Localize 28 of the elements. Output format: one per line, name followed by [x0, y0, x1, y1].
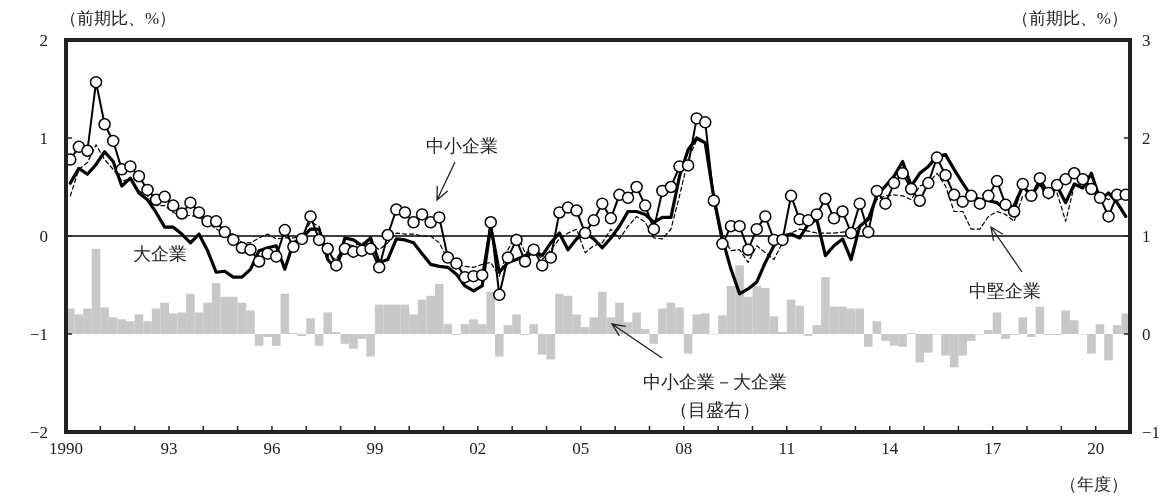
y2-tick-label: 3 [1142, 31, 1151, 50]
x-tick-label: 20 [1087, 439, 1105, 458]
y-tick-label: −1 [29, 325, 48, 344]
x-axis-title: （年度） [1060, 475, 1128, 494]
series-label: 中小企業－大企業（目盛右） [643, 372, 787, 420]
text: 中小企業 [426, 136, 498, 156]
x-tick-label: 05 [572, 439, 590, 458]
y-tick-label: 2 [39, 31, 48, 50]
y2-tick-label: 0 [1142, 325, 1151, 344]
x-tick-label: 99 [366, 439, 384, 458]
x-tick-label: 02 [469, 439, 487, 458]
y2-axis-title: （前期比、%） [1011, 9, 1128, 28]
x-tick-label: 11 [778, 439, 795, 458]
y2-tick-label: −1 [1142, 423, 1161, 442]
y-axis-title: （前期比、%） [60, 9, 177, 28]
text: 中堅企業 [969, 281, 1041, 301]
x-tick-label: 08 [675, 439, 693, 458]
x-tick-label: 96 [263, 439, 281, 458]
x-tick-label: 1990 [49, 439, 83, 458]
x-tick-label: 93 [160, 439, 178, 458]
y2-tick-label: 1 [1142, 227, 1151, 246]
y-tick-label: 1 [39, 129, 48, 148]
y2-tick-label: 2 [1142, 129, 1151, 148]
y-tick-label: −2 [29, 423, 48, 442]
series-label: 大企業 [133, 244, 187, 264]
y-tick-label: 0 [39, 227, 48, 246]
x-tick-label: 14 [881, 439, 899, 458]
x-tick-label: 17 [984, 439, 1002, 458]
